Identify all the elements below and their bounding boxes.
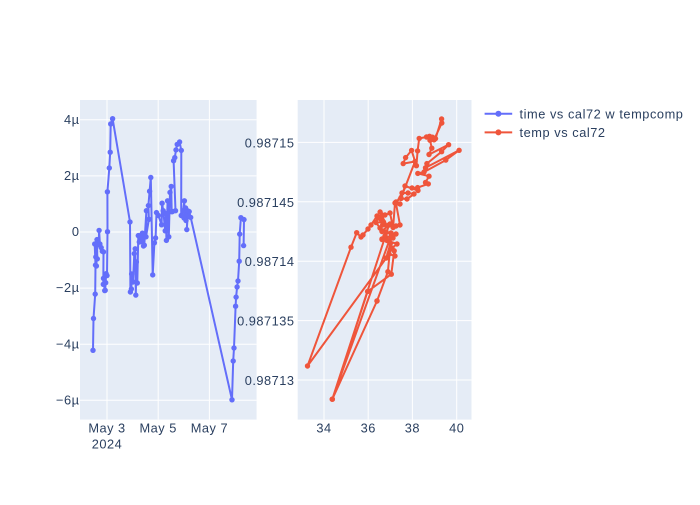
svg-text:34: 34 xyxy=(316,421,331,436)
svg-text:−6µ: −6µ xyxy=(56,392,80,407)
svg-text:0.98715: 0.98715 xyxy=(245,135,295,150)
svg-text:temp vs cal72: temp vs cal72 xyxy=(520,125,606,140)
svg-text:2µ: 2µ xyxy=(64,168,80,183)
svg-text:2024: 2024 xyxy=(92,437,122,452)
svg-text:40: 40 xyxy=(449,421,464,436)
svg-text:May 5: May 5 xyxy=(140,421,177,436)
svg-text:0.987135: 0.987135 xyxy=(237,314,294,329)
svg-text:0: 0 xyxy=(72,224,80,239)
svg-text:time vs cal72 w tempcomp: time vs cal72 w tempcomp xyxy=(520,106,684,121)
svg-text:May 7: May 7 xyxy=(191,421,228,436)
svg-text:0.98714: 0.98714 xyxy=(245,254,295,269)
svg-text:36: 36 xyxy=(361,421,376,436)
svg-text:May 3: May 3 xyxy=(88,421,125,436)
svg-text:−2µ: −2µ xyxy=(56,280,80,295)
svg-text:0.98713: 0.98713 xyxy=(245,373,295,388)
svg-text:4µ: 4µ xyxy=(64,112,80,127)
svg-text:0.987145: 0.987145 xyxy=(237,195,294,210)
svg-text:38: 38 xyxy=(405,421,420,436)
svg-text:−4µ: −4µ xyxy=(56,336,80,351)
